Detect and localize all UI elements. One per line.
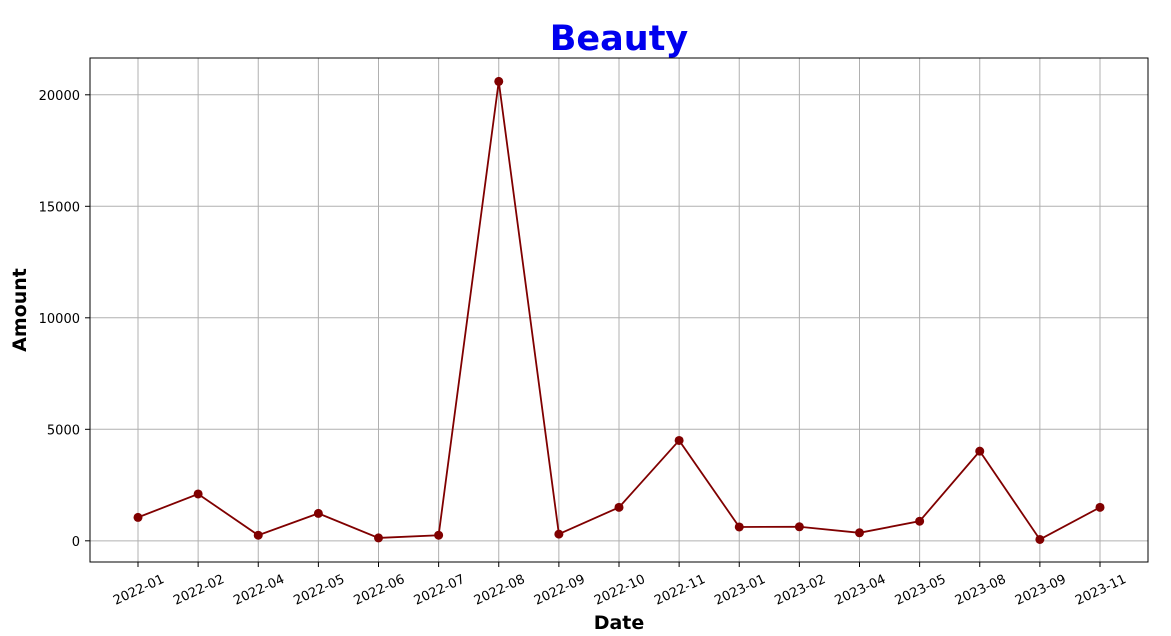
data-point <box>1095 502 1105 512</box>
y-tick-label: 5000 <box>47 423 80 438</box>
data-point <box>494 76 504 86</box>
x-tick-label: 2022-06 <box>352 572 408 609</box>
data-point <box>674 435 684 445</box>
x-tick-label: 2022-08 <box>472 572 528 609</box>
plot-area-frame <box>89 57 1149 563</box>
grid <box>90 58 1148 562</box>
data-point <box>915 516 925 526</box>
x-tick-label: 2022-05 <box>291 572 347 609</box>
x-tick-label: 2023-04 <box>833 572 889 609</box>
x-tick-label: 2023-09 <box>1013 572 1069 609</box>
x-tick-label: 2022-07 <box>412 572 468 609</box>
x-tick-label: 2023-01 <box>712 572 768 609</box>
x-axis-label: Date <box>594 612 645 634</box>
data-point <box>374 533 383 543</box>
x-tick-label: 2022-09 <box>532 572 588 609</box>
x-axis-ticks: 2022-01 2022-02 2022-04 2022-05 2022-06 2022-… <box>111 562 1129 609</box>
series-line <box>133 76 1105 544</box>
data-point <box>554 529 564 539</box>
data-point <box>614 502 624 512</box>
x-tick-label: 2022-01 <box>111 572 167 609</box>
x-tick-label: 2023-05 <box>893 572 949 609</box>
data-point <box>855 528 864 538</box>
y-tick-label: 20000 <box>39 89 80 104</box>
data-point <box>253 530 263 540</box>
y-tick-label: 10000 <box>39 312 80 327</box>
x-tick-label: 2023-08 <box>953 572 1009 609</box>
x-tick-label: 2023-02 <box>772 572 828 609</box>
data-point <box>794 522 804 532</box>
data-point <box>133 512 143 522</box>
x-tick-label: 2022-04 <box>231 572 287 609</box>
y-tick-label: 0 <box>72 535 80 550</box>
data-point <box>193 489 203 499</box>
y-axis-label: Amount <box>9 268 31 352</box>
y-tick-label: 15000 <box>39 200 80 215</box>
x-tick-label: 2023-11 <box>1073 572 1129 609</box>
data-point <box>734 522 744 532</box>
y-axis-ticks: 0 5000 10000 15000 20000 <box>39 89 90 550</box>
data-point <box>434 530 444 540</box>
data-point <box>313 508 323 518</box>
data-point <box>1035 534 1045 544</box>
chart-title: Beauty <box>550 19 689 59</box>
data-point <box>975 446 985 456</box>
x-tick-label: 2022-11 <box>652 572 708 609</box>
x-tick-label: 2022-10 <box>592 572 648 609</box>
x-tick-label: 2022-02 <box>171 572 227 609</box>
